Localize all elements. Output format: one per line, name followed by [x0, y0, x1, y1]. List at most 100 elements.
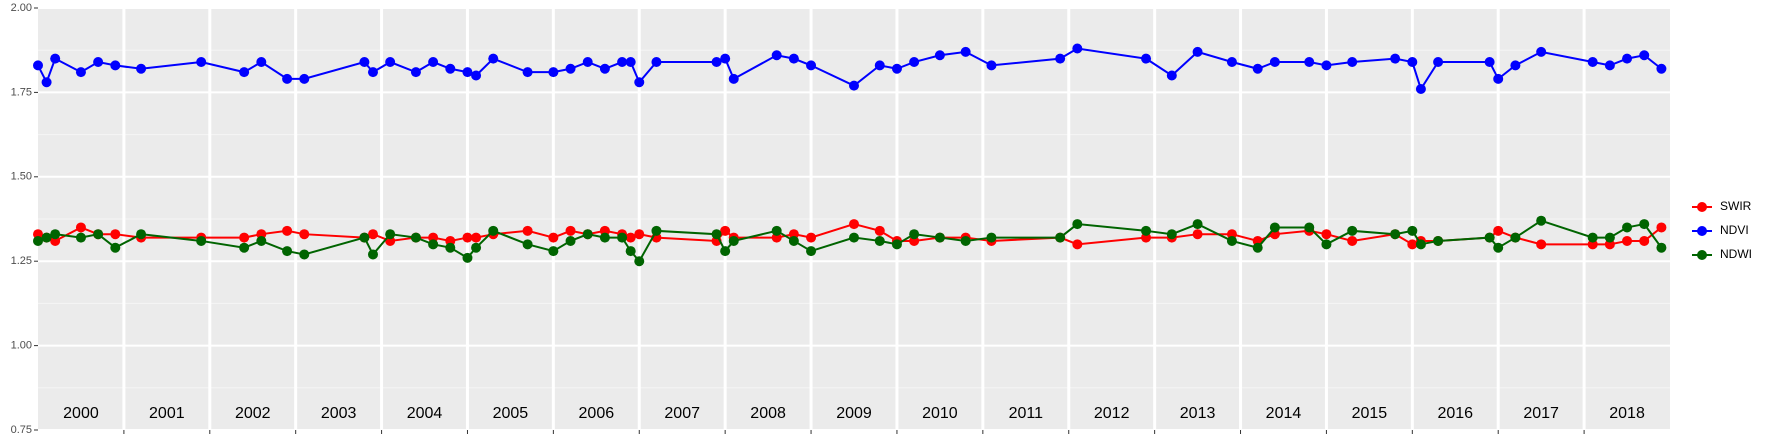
data-point [1192, 229, 1203, 240]
legend-marker [1697, 250, 1707, 260]
y-tick-label: 1.75 [11, 86, 32, 98]
y-tick-label: 2.00 [11, 2, 32, 14]
data-point [1055, 232, 1066, 243]
year-label: 2008 [750, 405, 786, 422]
year-label: 2002 [235, 405, 271, 422]
data-point [1269, 222, 1280, 233]
data-point [1415, 84, 1426, 95]
data-point [359, 57, 370, 68]
data-point [50, 229, 61, 240]
data-point [367, 249, 378, 260]
y-tick-label: 1.00 [11, 340, 32, 352]
data-point [385, 57, 396, 68]
data-point [33, 60, 43, 71]
data-point [1656, 242, 1667, 253]
data-point [711, 57, 722, 68]
data-point [1415, 239, 1426, 250]
data-point [728, 73, 739, 84]
year-label: 2000 [63, 405, 99, 422]
data-point [256, 57, 267, 68]
data-point [634, 77, 645, 88]
data-point [1192, 46, 1203, 57]
data-point [1252, 63, 1263, 74]
data-point [599, 63, 610, 74]
data-point [891, 239, 902, 250]
data-point [771, 50, 782, 61]
data-point [367, 229, 378, 240]
data-point [1493, 73, 1504, 84]
data-point [196, 235, 207, 246]
data-point [471, 242, 482, 253]
data-point [728, 235, 739, 246]
data-point [1604, 232, 1615, 243]
data-point [1072, 219, 1083, 230]
data-point [488, 225, 499, 236]
data-point [1510, 60, 1521, 71]
data-point [651, 57, 662, 68]
data-point [1141, 53, 1152, 64]
data-point [849, 219, 859, 230]
data-point [1536, 239, 1547, 250]
data-point [1622, 222, 1633, 233]
y-tick-label: 1.50 [11, 171, 32, 183]
data-point [462, 252, 473, 263]
data-point [1226, 57, 1237, 68]
y-tick-label: 1.25 [11, 255, 32, 267]
data-point [960, 46, 971, 57]
data-point [488, 53, 499, 64]
data-point [1321, 239, 1332, 250]
data-point [367, 67, 378, 78]
data-point [909, 229, 920, 240]
data-point [934, 50, 945, 61]
data-point [1072, 43, 1083, 54]
data-point [651, 225, 662, 236]
data-point [359, 232, 370, 243]
data-point [239, 232, 250, 243]
data-point [788, 53, 799, 64]
data-point [299, 249, 310, 260]
data-point [1192, 219, 1203, 230]
data-point [806, 246, 817, 257]
year-label: 2014 [1266, 405, 1302, 422]
data-point [1055, 53, 1066, 64]
data-point [1639, 235, 1650, 246]
data-point [1656, 63, 1667, 74]
data-point [282, 225, 293, 236]
data-point [1493, 242, 1504, 253]
data-point [548, 246, 559, 257]
data-point [1166, 229, 1177, 240]
data-point [75, 232, 86, 243]
year-label: 2003 [321, 405, 357, 422]
data-point [960, 235, 971, 246]
year-label: 2011 [1009, 405, 1044, 422]
data-point [1639, 50, 1650, 61]
data-point [625, 232, 636, 243]
data-point [1347, 235, 1358, 246]
legend-marker [1697, 226, 1707, 236]
year-label: 2005 [493, 405, 529, 422]
data-point [1407, 57, 1418, 68]
data-point [582, 57, 593, 68]
data-point [986, 232, 997, 243]
data-point [462, 232, 473, 243]
data-point [136, 229, 147, 240]
legend-label: SWIR [1720, 199, 1752, 213]
data-point [196, 57, 207, 68]
data-point [934, 232, 945, 243]
data-point [874, 225, 885, 236]
data-point [806, 60, 817, 71]
data-point [299, 73, 310, 84]
data-point [1304, 57, 1315, 68]
data-point [1536, 215, 1547, 226]
year-label: 2001 [149, 405, 185, 422]
data-point [565, 63, 576, 74]
data-point [445, 63, 456, 74]
data-point [720, 225, 731, 236]
year-label: 2018 [1609, 405, 1645, 422]
data-point [720, 246, 731, 257]
data-point [256, 235, 267, 246]
data-point [1252, 242, 1263, 253]
legend-marker [1697, 202, 1707, 212]
data-point [1493, 225, 1504, 236]
year-label: 2015 [1352, 405, 1388, 422]
